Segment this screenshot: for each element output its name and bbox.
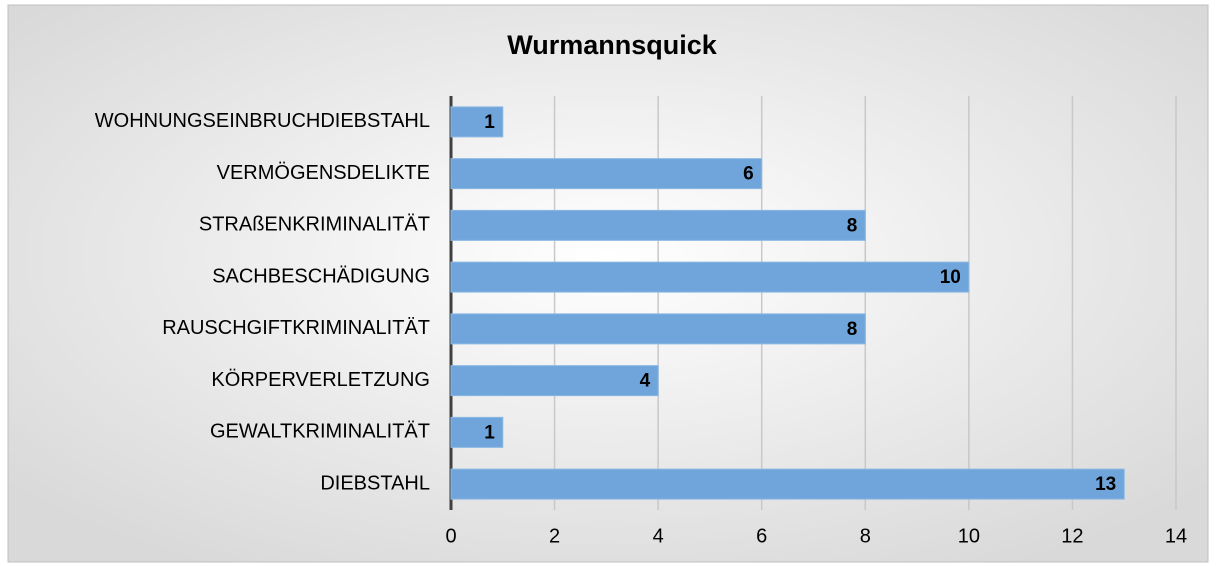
x-tick-label: 12 xyxy=(1061,525,1083,547)
x-tick-label: 4 xyxy=(653,525,664,547)
bar xyxy=(450,106,504,138)
y-tick-label: DIEBSTAHL xyxy=(320,472,430,494)
y-tick-label: WOHNUNGSEINBRUCHDIEBSTAHL xyxy=(95,110,430,132)
y-tick-label: STRAßENKRIMINALITÄT xyxy=(199,214,430,236)
bar xyxy=(450,416,504,448)
data-label: 8 xyxy=(847,319,858,340)
data-label: 4 xyxy=(640,371,651,392)
x-tick-label: 8 xyxy=(860,525,871,547)
y-tick-label: SACHBESCHÄDIGUNG xyxy=(212,265,430,287)
x-tick-label: 14 xyxy=(1165,525,1187,547)
bar xyxy=(450,313,866,345)
bar xyxy=(450,468,1125,500)
bar xyxy=(450,158,763,190)
data-label: 10 xyxy=(940,267,961,288)
bar xyxy=(450,365,659,397)
y-tick-label: VERMÖGENSDELIKTE xyxy=(217,162,430,184)
data-label: 1 xyxy=(484,422,495,443)
data-label: 8 xyxy=(847,215,858,236)
y-tick-label: GEWALTKRIMINALITÄT xyxy=(210,421,430,443)
data-label: 1 xyxy=(484,112,495,133)
bar xyxy=(450,261,970,293)
x-tick-label: 6 xyxy=(756,525,767,547)
x-tick-label: 10 xyxy=(958,525,980,547)
x-tick-label: 2 xyxy=(549,525,560,547)
y-tick-label: RAUSCHGIFTKRIMINALITÄT xyxy=(162,317,430,339)
x-tick-label: 0 xyxy=(445,525,456,547)
bar xyxy=(450,209,866,241)
y-tick-label: KÖRPERVERLETZUNG xyxy=(211,369,430,391)
data-label: 13 xyxy=(1095,474,1116,495)
chart-title: Wurmannsquick xyxy=(507,30,718,60)
data-label: 6 xyxy=(743,164,754,185)
